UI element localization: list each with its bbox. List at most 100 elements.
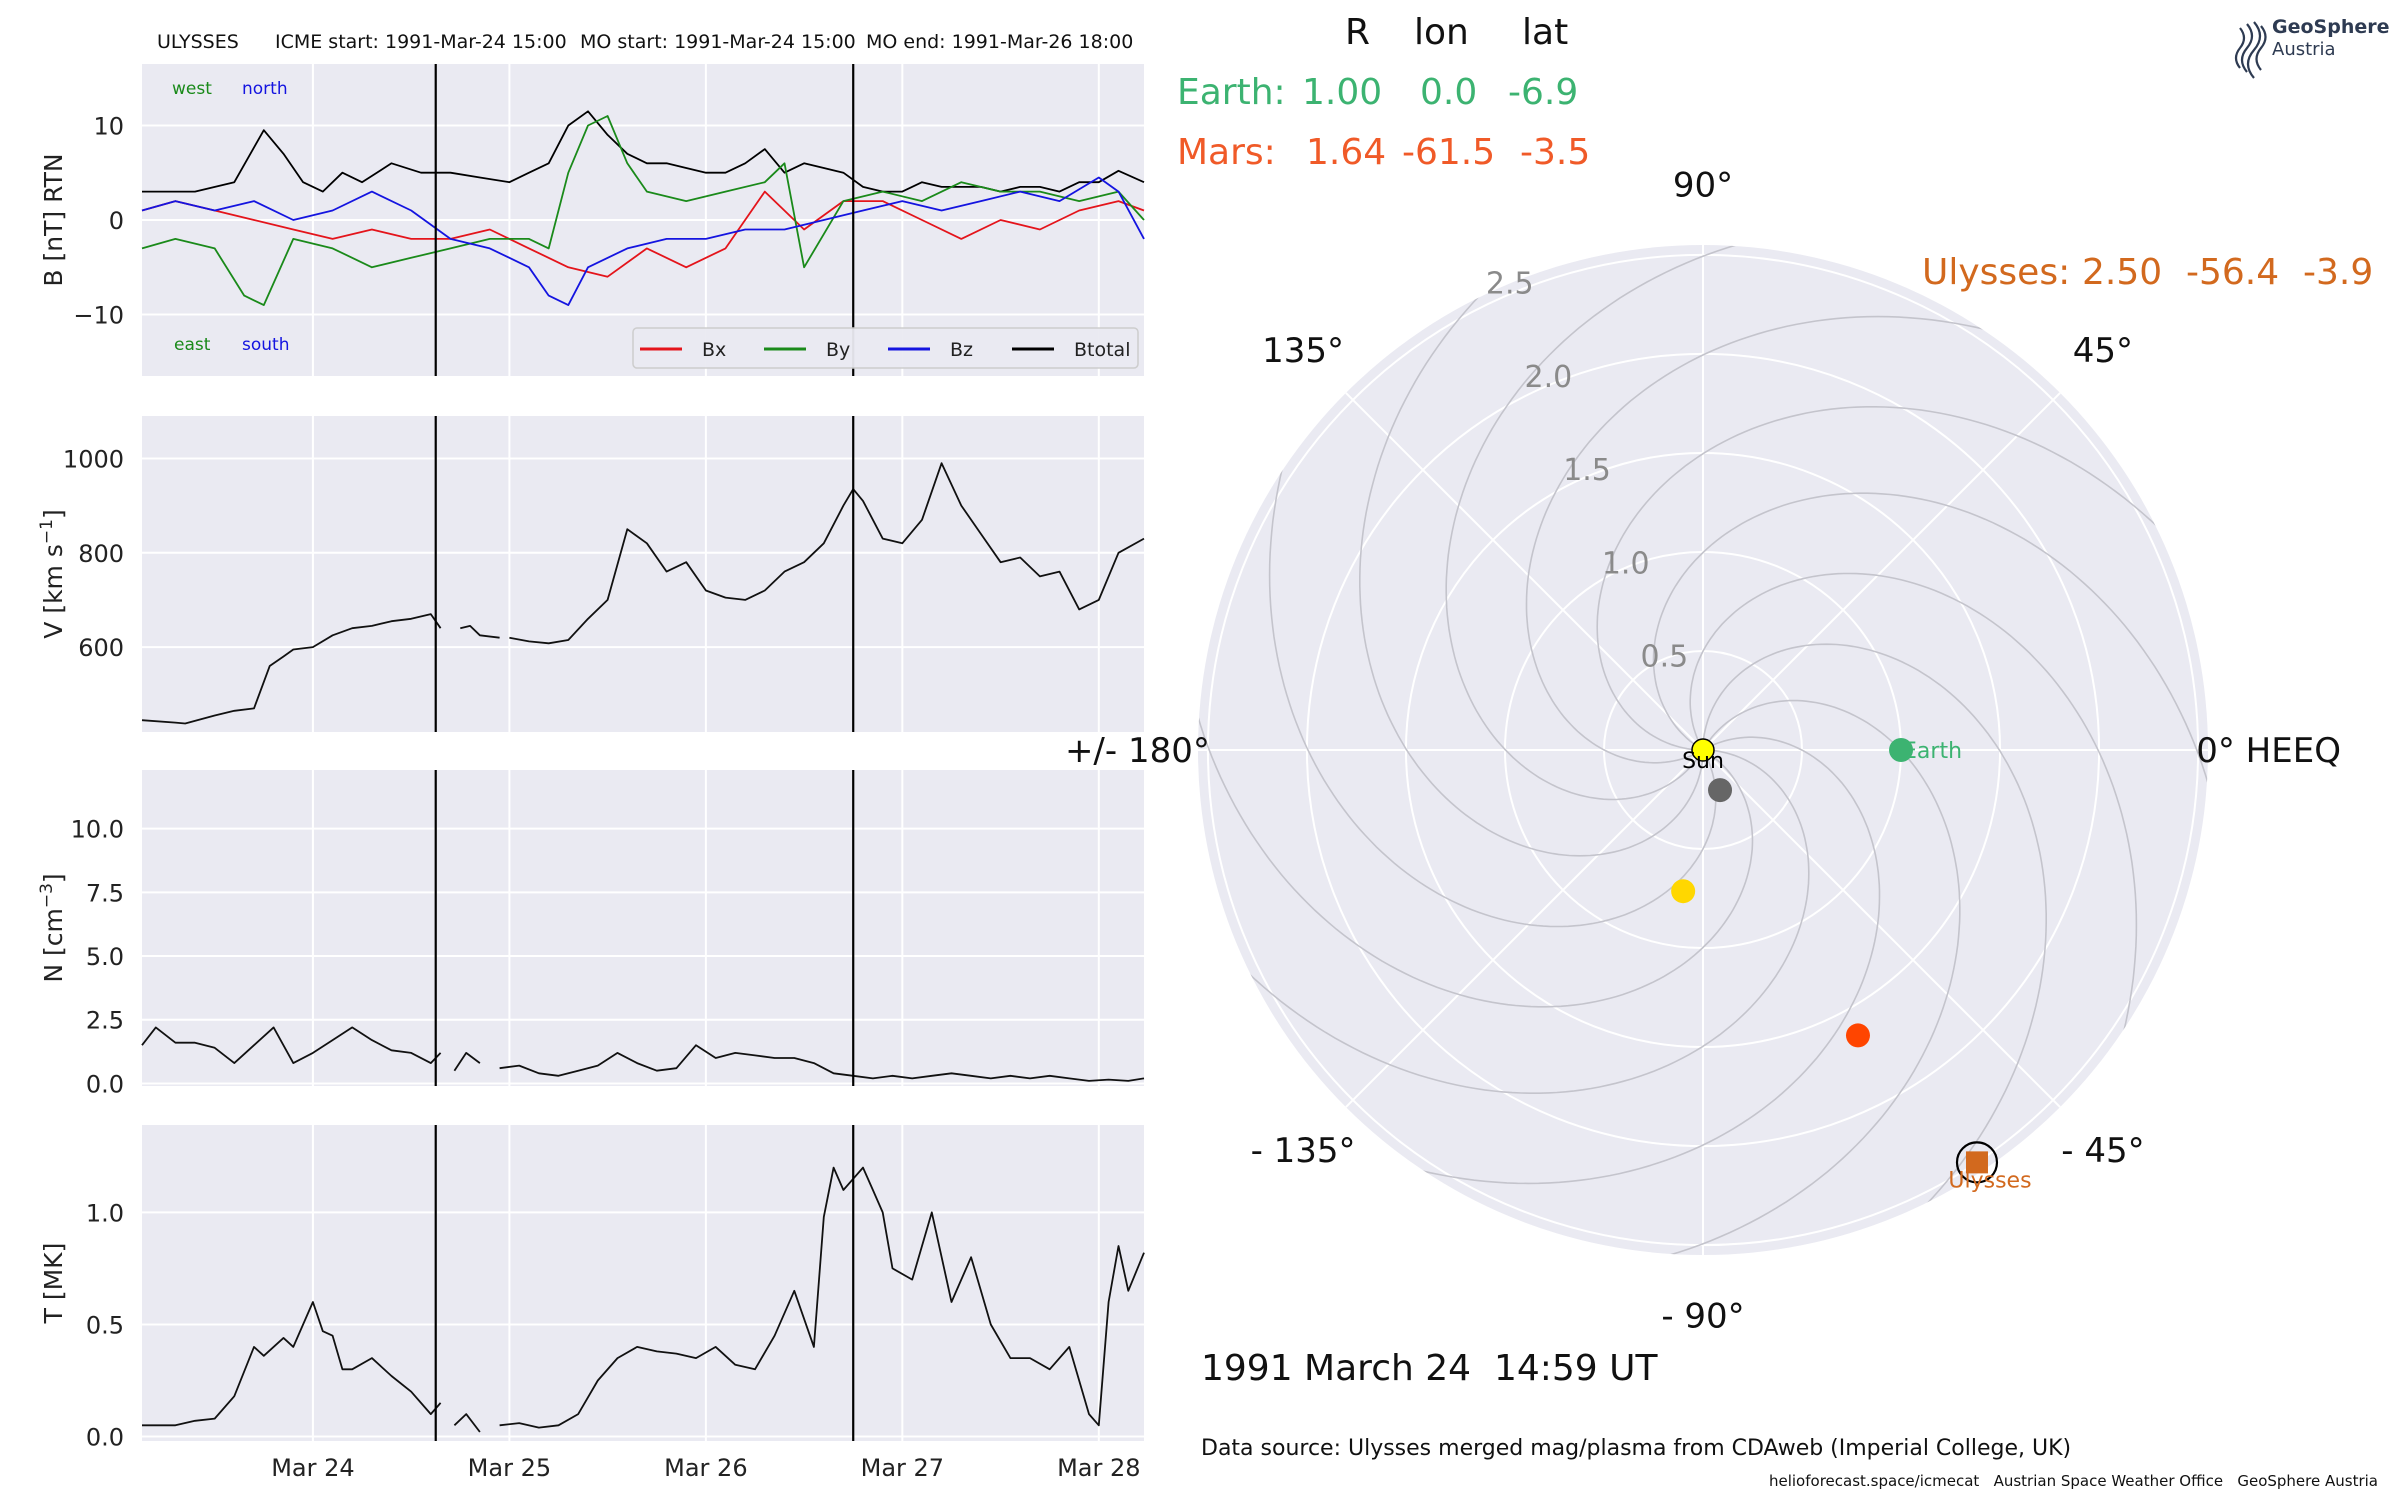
- timestamp-label: 1991 March 24 14:59 UT: [1201, 1348, 1658, 1389]
- spacecraft-label: Ulysses: [1948, 1168, 2031, 1193]
- earth-row-lat: -6.9: [1508, 72, 1578, 113]
- polar-grid-spoke: [1345, 749, 1704, 1108]
- timeseries-grid: [142, 64, 1144, 1441]
- parker-spiral-line: [1596, 406, 2208, 751]
- t-series-line: [453, 1413, 481, 1433]
- polar-radial-tick: 2.5: [1486, 266, 1534, 301]
- polar-angle-label: 45°: [2073, 331, 2133, 371]
- b-panel-ylabel: B [nT] RTN: [39, 153, 68, 286]
- v-panel-background: [142, 416, 1144, 732]
- v-series-line: [509, 462, 1145, 645]
- n-ylabel-main: N [cm: [39, 908, 68, 983]
- planet-marker: [1708, 778, 1733, 803]
- logo-line2: Austria: [2272, 39, 2336, 60]
- ulysses-row-lat: -3.9: [2303, 252, 2373, 293]
- y-tick-label: 0.5: [86, 1311, 124, 1339]
- v-ylabel-main: V [km s: [39, 544, 68, 639]
- ulysses-row-r: 2.50: [2082, 252, 2162, 293]
- t-panel-ylabel: T [MK]: [39, 1243, 68, 1325]
- polar-radial-tick-labels: 0.5 1.0 1.5 2.0 2.5: [1486, 266, 1688, 674]
- geosphere-logo-icon: [2234, 21, 2267, 79]
- polar-angle-label: 0° HEEQ: [2196, 731, 2341, 771]
- polar-angle-label: - 90°: [1661, 1297, 1744, 1337]
- geosphere-logo: GeoSphere Austria: [2234, 16, 2390, 79]
- header-spacecraft: ULYSSES: [157, 31, 239, 53]
- polar-angle-label: - 45°: [2061, 1131, 2144, 1171]
- series-line-by: [141, 115, 1145, 307]
- spacecraft-marker: [1965, 1151, 1988, 1174]
- polar-radial-tick: 1.5: [1563, 453, 1611, 488]
- parker-spiral-line: [1198, 749, 1810, 1094]
- label-north: north: [242, 79, 288, 99]
- event-header: ULYSSES ICME start: 1991-Mar-24 15:00 MO…: [157, 31, 1133, 53]
- y-tick-label: 0: [109, 207, 124, 235]
- table-header-r: R: [1345, 12, 1370, 53]
- t-series-line: [499, 1166, 1145, 1429]
- mars-row-name: Mars:: [1177, 132, 1276, 173]
- earth-row-r: 1.00: [1302, 72, 1382, 113]
- ulysses-row-name: Ulysses:: [1922, 252, 2070, 293]
- v-ylabel-sup: −1: [37, 519, 57, 544]
- planet-marker-earth: [1889, 738, 1914, 762]
- n-ylabel-end: ]: [39, 873, 68, 883]
- v-series-line: [460, 625, 500, 639]
- ulysses-row-lon: -56.4: [2186, 252, 2279, 293]
- parker-spiral-line: [1198, 524, 1754, 1008]
- polar-angle-label: - 135°: [1251, 1131, 1356, 1171]
- parker-spiral-line: [1359, 245, 1704, 857]
- label-west: west: [172, 79, 212, 99]
- mars-row-lat: -3.5: [1520, 132, 1590, 173]
- table-header-lat: lat: [1522, 12, 1568, 53]
- timeseries-tick-labels: 10 0 −10 1000 800 600 10.0 7.5 5.0 2.5 0.0 1.0 0.5 0.…: [63, 112, 1141, 1482]
- y-tick-label: 10.0: [71, 816, 124, 844]
- logo-line1: GeoSphere: [2272, 16, 2390, 38]
- parker-spiral-line: [1689, 572, 2138, 1208]
- v-ylabel-end: ]: [39, 509, 68, 519]
- table-header-lon: lon: [1414, 12, 1469, 53]
- sun-label: Sun: [1682, 749, 1724, 774]
- polar-grid-spoke: [1702, 392, 2061, 751]
- planet-marker: [1845, 1023, 1870, 1048]
- series-line-bz: [141, 176, 1145, 307]
- polar-angle-label: +/- 180°: [1065, 731, 1210, 771]
- y-tick-label: −10: [73, 302, 124, 330]
- parker-spiral-line: [1702, 643, 2047, 1255]
- sun-marker: [1691, 738, 1715, 762]
- polar-angle-label: 135°: [1262, 331, 1344, 371]
- b-panel-legend: Bx By Bz Btotal: [632, 327, 1139, 369]
- mars-row-r: 1.64: [1306, 132, 1386, 173]
- planet-marker: [1671, 879, 1696, 904]
- polar-angle-labels: 0° HEEQ 45° 90° 135° +/- 180° - 135° - 90° - 45…: [1065, 165, 2341, 1336]
- header-icme-start: ICME start: 1991-Mar-24 15:00: [275, 31, 567, 53]
- y-tick-label: 0.0: [86, 1424, 124, 1452]
- n-panel-background: [142, 770, 1144, 1086]
- polar-grid-spoke: [1702, 749, 2061, 1108]
- y-tick-label: 5.0: [86, 943, 124, 971]
- parker-spirals: [1198, 245, 2208, 1255]
- earth-row-lon: 0.0: [1420, 72, 1477, 113]
- n-ylabel-sup: −3: [37, 883, 57, 908]
- t-series-line: [142, 1301, 442, 1427]
- v-series-line: [141, 613, 442, 725]
- legend-label-bz: Bz: [950, 339, 973, 361]
- polar-angle-label: 90°: [1673, 165, 1733, 205]
- n-series-line: [453, 1052, 481, 1072]
- x-tick-label: Mar 28: [1057, 1454, 1140, 1482]
- x-tick-label: Mar 27: [861, 1454, 944, 1482]
- parker-spiral-line: [1445, 245, 1929, 801]
- header-mo-end: MO end: 1991-Mar-26 18:00: [866, 31, 1133, 53]
- planet-label: Earth: [1903, 739, 1962, 764]
- parker-spiral-line: [1525, 315, 2161, 764]
- timeseries-curves: [141, 110, 1145, 1433]
- n-series-line: [141, 1026, 442, 1064]
- polar-grid-spoke: [1345, 392, 1704, 751]
- position-table: R lon lat Earth: 1.00 0.0 -6.9 Mars: 1.6…: [1177, 12, 2373, 293]
- y-tick-label: 2.5: [86, 1007, 124, 1035]
- event-boundaries: [434, 64, 855, 1441]
- t-panel-background: [142, 1125, 1144, 1441]
- parker-spiral-line: [1652, 492, 2208, 976]
- y-tick-label: 0.0: [86, 1070, 124, 1098]
- legend-label-btotal: Btotal: [1074, 339, 1130, 361]
- y-tick-label: 600: [78, 634, 124, 662]
- x-tick-label: Mar 24: [271, 1454, 354, 1482]
